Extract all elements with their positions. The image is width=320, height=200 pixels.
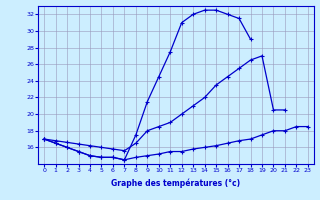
X-axis label: Graphe des températures (°c): Graphe des températures (°c) (111, 179, 241, 188)
